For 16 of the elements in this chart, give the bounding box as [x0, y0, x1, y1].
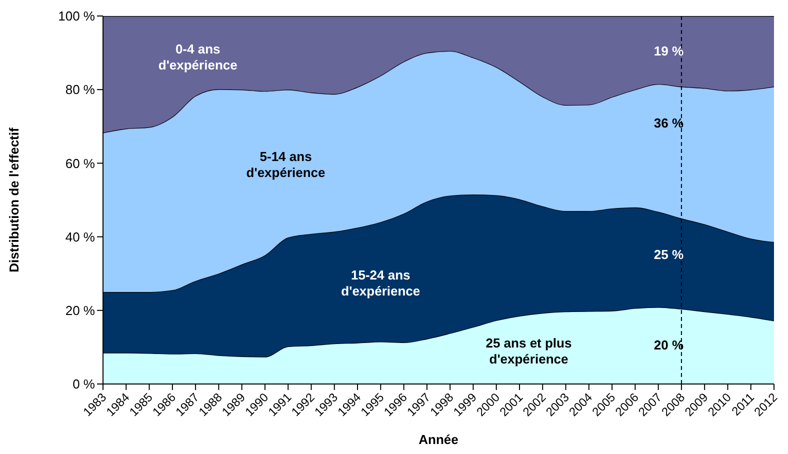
series-label: 25 ans et plus d'expérience [486, 335, 572, 367]
data-label: 25 % [654, 247, 684, 262]
y-tick-label: 20 % [65, 303, 96, 318]
data-label: 19 % [654, 43, 684, 58]
y-tick-label: 60 % [65, 156, 96, 171]
y-tick-label: 40 % [65, 229, 96, 244]
series-label: 0-4 ans d'expérience [158, 41, 238, 73]
x-axis-title: Année [418, 432, 458, 447]
series-label: 15-24 ans d'expérience [341, 267, 420, 299]
y-tick-label: 100 % [58, 8, 96, 24]
data-label: 36 % [654, 115, 684, 130]
y-tick-label: 80 % [65, 82, 96, 98]
series-label: 5-14 ans d'expérience [246, 148, 326, 180]
y-axis-title: Distribution de l'effectif [6, 127, 22, 272]
data-label: 20 % [654, 338, 684, 353]
y-tick-label: 0 % [72, 376, 96, 392]
